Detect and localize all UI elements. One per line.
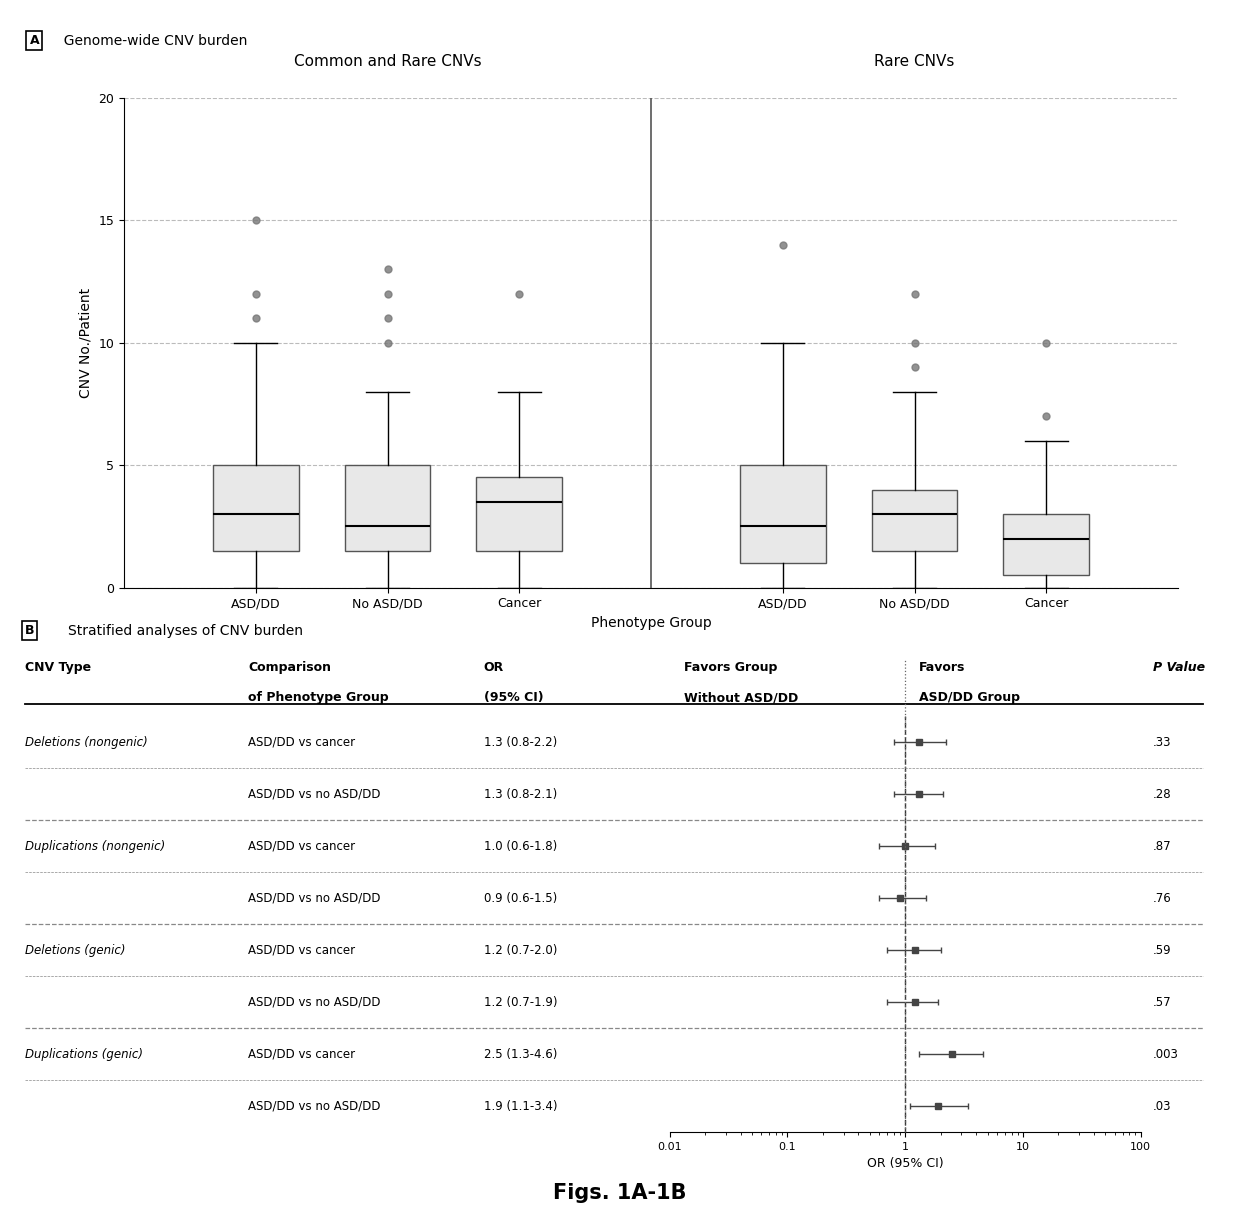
- X-axis label: OR (95% CI): OR (95% CI): [867, 1158, 944, 1170]
- Text: 1.2 (0.7-1.9): 1.2 (0.7-1.9): [484, 995, 557, 1009]
- Text: B: B: [25, 624, 35, 638]
- PathPatch shape: [345, 465, 430, 551]
- Text: Duplications (nongenic): Duplications (nongenic): [25, 840, 165, 853]
- Text: 0.9 (0.6-1.5): 0.9 (0.6-1.5): [484, 891, 557, 905]
- Text: Duplications (genic): Duplications (genic): [25, 1048, 143, 1061]
- PathPatch shape: [476, 477, 562, 551]
- Text: ASD/DD vs cancer: ASD/DD vs cancer: [248, 736, 355, 749]
- Y-axis label: CNV No./Patient: CNV No./Patient: [79, 288, 93, 398]
- Text: P Value: P Value: [1153, 661, 1205, 673]
- Text: OR: OR: [484, 661, 503, 673]
- Text: 1.9 (1.1-3.4): 1.9 (1.1-3.4): [484, 1099, 557, 1113]
- Text: A: A: [30, 34, 40, 48]
- Text: Without ASD/DD: Without ASD/DD: [683, 692, 799, 704]
- Text: .76: .76: [1153, 891, 1172, 905]
- PathPatch shape: [1003, 514, 1089, 575]
- Text: 1.0 (0.6-1.8): 1.0 (0.6-1.8): [484, 840, 557, 853]
- Text: Stratified analyses of CNV burden: Stratified analyses of CNV burden: [68, 624, 304, 638]
- Text: .003: .003: [1153, 1048, 1179, 1061]
- Text: .03: .03: [1153, 1099, 1172, 1113]
- Text: ASD/DD vs no ASD/DD: ASD/DD vs no ASD/DD: [248, 995, 381, 1009]
- Text: ASD/DD vs no ASD/DD: ASD/DD vs no ASD/DD: [248, 1099, 381, 1113]
- Text: .59: .59: [1153, 944, 1172, 957]
- Text: .28: .28: [1153, 787, 1172, 800]
- Text: CNV Type: CNV Type: [25, 661, 91, 673]
- Text: (95% CI): (95% CI): [484, 692, 543, 704]
- Text: Genome-wide CNV burden: Genome-wide CNV burden: [56, 34, 248, 48]
- Text: Comparison: Comparison: [248, 661, 331, 673]
- Text: of Phenotype Group: of Phenotype Group: [248, 692, 388, 704]
- Text: ASD/DD Group: ASD/DD Group: [919, 692, 1021, 704]
- Text: .57: .57: [1153, 995, 1172, 1009]
- Text: 1.3 (0.8-2.1): 1.3 (0.8-2.1): [484, 787, 557, 800]
- Text: 2.5 (1.3-4.6): 2.5 (1.3-4.6): [484, 1048, 557, 1061]
- Text: Deletions (genic): Deletions (genic): [25, 944, 125, 957]
- Text: ASD/DD vs no ASD/DD: ASD/DD vs no ASD/DD: [248, 891, 381, 905]
- X-axis label: Phenotype Group: Phenotype Group: [590, 616, 712, 630]
- Text: ASD/DD vs cancer: ASD/DD vs cancer: [248, 840, 355, 853]
- Text: Rare CNVs: Rare CNVs: [874, 54, 955, 69]
- PathPatch shape: [872, 490, 957, 551]
- Text: .33: .33: [1153, 736, 1172, 749]
- Text: 1.2 (0.7-2.0): 1.2 (0.7-2.0): [484, 944, 557, 957]
- Text: Favors Group: Favors Group: [683, 661, 777, 673]
- Text: ASD/DD vs no ASD/DD: ASD/DD vs no ASD/DD: [248, 787, 381, 800]
- Text: Common and Rare CNVs: Common and Rare CNVs: [294, 54, 481, 69]
- PathPatch shape: [740, 465, 826, 563]
- Text: Deletions (nongenic): Deletions (nongenic): [25, 736, 148, 749]
- Text: Favors: Favors: [919, 661, 966, 673]
- PathPatch shape: [213, 465, 299, 551]
- Text: ASD/DD vs cancer: ASD/DD vs cancer: [248, 944, 355, 957]
- Text: ASD/DD vs cancer: ASD/DD vs cancer: [248, 1048, 355, 1061]
- Text: Figs. 1A-1B: Figs. 1A-1B: [553, 1184, 687, 1203]
- Text: .87: .87: [1153, 840, 1172, 853]
- Text: 1.3 (0.8-2.2): 1.3 (0.8-2.2): [484, 736, 557, 749]
